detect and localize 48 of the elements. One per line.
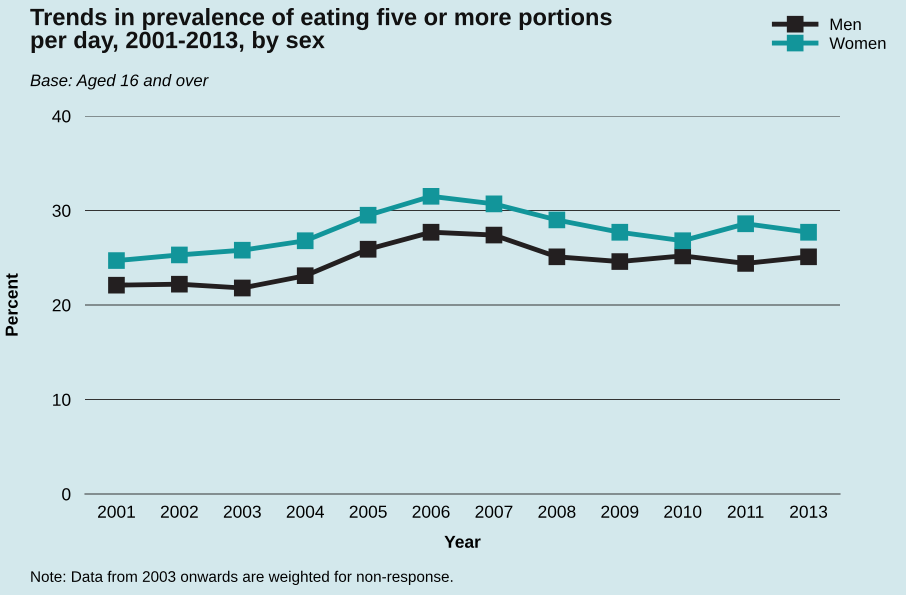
x-tick-label: 2005 bbox=[350, 506, 387, 518]
point bbox=[737, 255, 754, 272]
point bbox=[296, 267, 314, 284]
text: Note: Data from 2003 onwards are weighted for non-response. bbox=[31, 570, 452, 585]
point bbox=[548, 212, 566, 228]
legend-label: Men bbox=[830, 18, 861, 30]
y-tick-label: 20 bbox=[52, 299, 70, 312]
x-tick-label: 2013 bbox=[790, 506, 828, 518]
y-tick-label: 30 bbox=[52, 204, 70, 217]
x-tick-label: 2009 bbox=[601, 506, 638, 518]
x-tick-label: 2011 bbox=[728, 506, 764, 518]
point bbox=[611, 253, 628, 270]
x-tick-label: 2007 bbox=[476, 506, 512, 518]
point bbox=[548, 248, 566, 266]
point bbox=[486, 196, 502, 212]
point bbox=[674, 248, 692, 264]
point bbox=[360, 206, 376, 224]
legend-label: Women bbox=[829, 37, 886, 50]
x-tick-label: 2003 bbox=[224, 506, 261, 518]
point bbox=[108, 252, 125, 269]
x-tick-label: 2004 bbox=[286, 506, 324, 518]
y-axis-title: Percent bbox=[6, 273, 18, 336]
x-tick-label: 2001 bbox=[98, 506, 135, 518]
x-tick-label: 2008 bbox=[538, 506, 576, 518]
x-axis-title: Year bbox=[444, 536, 481, 548]
y-tick-label: 0 bbox=[62, 488, 70, 500]
x-tick-label: 2002 bbox=[160, 506, 198, 518]
point bbox=[234, 242, 251, 259]
chart-title: Trends in prevalence of eating five or more portions per day, 2001-2013, by sex bbox=[30, 8, 612, 53]
point bbox=[360, 240, 376, 258]
chart-subtitle: Base: Aged 16 and over bbox=[30, 74, 209, 90]
point bbox=[674, 232, 692, 250]
y-tick-label: 10 bbox=[53, 394, 70, 406]
point bbox=[611, 224, 628, 241]
y-tick-label: 40 bbox=[52, 110, 70, 122]
point bbox=[171, 276, 188, 293]
point bbox=[486, 226, 502, 244]
point bbox=[296, 232, 314, 250]
x-tick-label: 2010 bbox=[664, 506, 702, 518]
point bbox=[422, 224, 440, 241]
x-tick-label: 2006 bbox=[412, 506, 450, 518]
point bbox=[737, 215, 754, 232]
point bbox=[800, 248, 817, 266]
point bbox=[171, 246, 188, 264]
point bbox=[108, 276, 125, 294]
point bbox=[234, 280, 251, 296]
point bbox=[422, 188, 440, 205]
point bbox=[800, 224, 817, 241]
